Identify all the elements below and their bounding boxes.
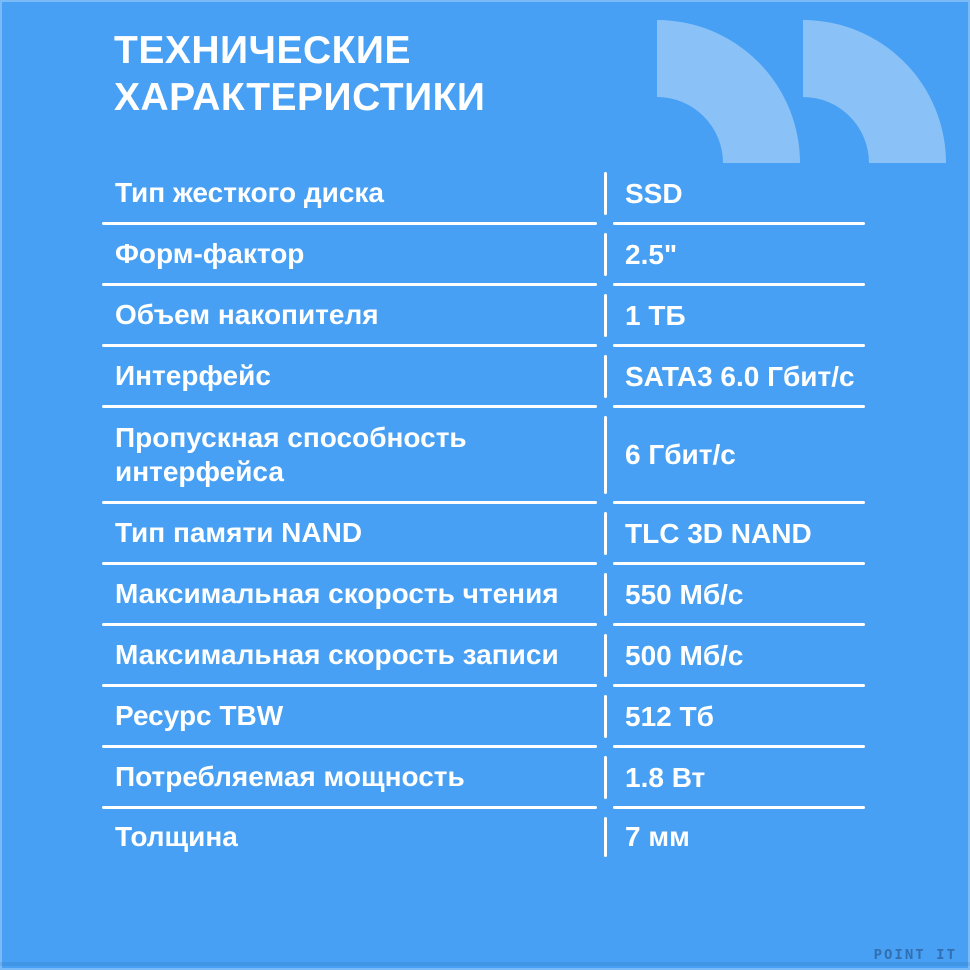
spec-label: Объем накопителя xyxy=(115,299,379,331)
column-divider xyxy=(604,416,607,494)
quote-shape-right xyxy=(803,20,946,163)
table-row: Тип памяти NAND TLC 3D NAND xyxy=(102,503,865,565)
table-row: Потребляемая мощность 1.8 Вт xyxy=(102,747,865,809)
table-row: Максимальная скорость записи 500 Мб/с xyxy=(102,625,865,687)
row-separator-right xyxy=(613,684,865,687)
spec-value: 500 Мб/с xyxy=(625,639,744,671)
column-divider xyxy=(604,695,607,738)
spec-label: Толщина xyxy=(115,820,238,852)
row-separator-left xyxy=(102,405,597,408)
quote-shape-left xyxy=(657,20,800,163)
row-separator-right xyxy=(613,562,865,565)
column-divider xyxy=(604,756,607,799)
table-row: Тип жесткого диска SSD xyxy=(102,163,865,225)
specs-table: Тип жесткого диска SSD Форм-фактор 2.5" … xyxy=(102,163,865,866)
spec-label: Тип жесткого диска xyxy=(115,177,384,209)
spec-label: Пропускная способность интерфейса xyxy=(115,421,467,487)
spec-value: 7 мм xyxy=(625,821,690,852)
spec-value: TLC 3D NAND xyxy=(625,517,812,549)
brand-watermark: POINT IT xyxy=(873,947,957,963)
table-row: Пропускная способность интерфейса 6 Гбит… xyxy=(102,407,865,504)
column-divider xyxy=(604,355,607,398)
column-divider xyxy=(604,294,607,337)
page-title: ТЕХНИЧЕСКИЕ ХАРАКТЕРИСТИКИ xyxy=(114,29,486,119)
table-row: Форм-фактор 2.5" xyxy=(102,224,865,286)
spec-value: SSD xyxy=(625,177,683,209)
row-separator-left xyxy=(102,501,597,504)
table-row: Объем накопителя 1 ТБ xyxy=(102,285,865,347)
spec-value: 6 Гбит/с xyxy=(625,439,736,470)
row-separator-right xyxy=(613,405,865,408)
spec-value: SATA3 6.0 Гбит/с xyxy=(625,360,855,392)
spec-value: 1.8 Вт xyxy=(625,761,706,793)
row-separator-left xyxy=(102,222,597,225)
column-divider xyxy=(604,172,607,215)
column-divider xyxy=(604,573,607,616)
spec-value: 2.5" xyxy=(625,238,678,270)
row-separator-right xyxy=(613,344,865,347)
row-separator-left xyxy=(102,344,597,347)
spec-label: Тип памяти NAND xyxy=(115,517,363,549)
bottom-edge-band xyxy=(0,962,970,966)
spec-label: Потребляемая мощность xyxy=(115,761,465,793)
spec-value: 1 ТБ xyxy=(625,299,686,331)
row-separator-right xyxy=(613,806,865,809)
table-row: Максимальная скорость чтения 550 Мб/с xyxy=(102,564,865,626)
spec-label: Форм-фактор xyxy=(115,238,305,270)
row-separator-left xyxy=(102,806,597,809)
spec-label: Интерфейс xyxy=(115,360,271,392)
column-divider xyxy=(604,634,607,677)
row-separator-left xyxy=(102,283,597,286)
table-row: Интерфейс SATA3 6.0 Гбит/с xyxy=(102,346,865,408)
row-separator-right xyxy=(613,745,865,748)
column-divider xyxy=(604,512,607,555)
row-separator-right xyxy=(613,222,865,225)
spec-label: Ресурс TBW xyxy=(115,700,284,732)
spec-value: 512 Тб xyxy=(625,700,714,732)
spec-value: 550 Мб/с xyxy=(625,578,744,610)
column-divider xyxy=(604,817,607,857)
column-divider xyxy=(604,233,607,276)
spec-label: Максимальная скорость чтения xyxy=(115,578,559,610)
row-separator-right xyxy=(613,623,865,626)
spec-label: Максимальная скорость записи xyxy=(115,639,559,671)
row-separator-left xyxy=(102,623,597,626)
row-separator-left xyxy=(102,562,597,565)
row-separator-right xyxy=(613,283,865,286)
row-separator-right xyxy=(613,501,865,504)
row-separator-left xyxy=(102,684,597,687)
row-separator-left xyxy=(102,745,597,748)
table-row: Ресурс TBW 512 Тб xyxy=(102,686,865,748)
table-row: Толщина 7 мм xyxy=(102,808,865,866)
